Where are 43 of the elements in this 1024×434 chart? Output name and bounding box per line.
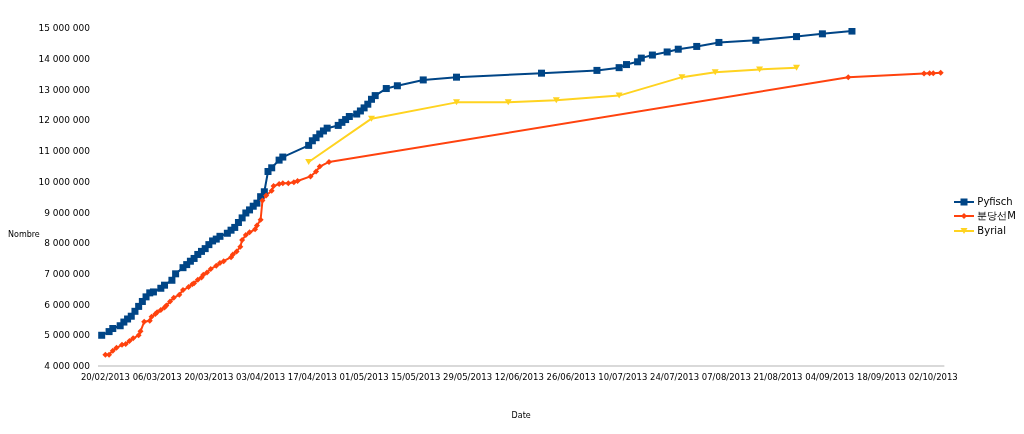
x-tick-label: 18/09/2013 bbox=[857, 372, 907, 383]
x-axis-title: Date bbox=[511, 411, 531, 420]
x-tick-label: 15/05/2013 bbox=[391, 372, 441, 383]
x-tick-label: 03/04/2013 bbox=[236, 372, 286, 383]
x-tick-label: 06/03/2013 bbox=[132, 372, 182, 383]
y-tick-label: 10 000 000 bbox=[38, 176, 91, 187]
x-tick-label: 21/08/2013 bbox=[753, 372, 803, 383]
x-tick-label: 01/05/2013 bbox=[339, 372, 389, 383]
y-tick-label: 12 000 000 bbox=[38, 115, 91, 126]
point bbox=[711, 69, 719, 76]
y-tick-label: 11 000 000 bbox=[38, 146, 91, 157]
x-tick-label: 12/06/2013 bbox=[494, 372, 544, 383]
y-tick-label: 13 000 000 bbox=[38, 84, 91, 95]
point bbox=[793, 64, 801, 71]
x-tick-label: 20/03/2013 bbox=[184, 372, 234, 383]
legend-label: 분당선M bbox=[977, 209, 1016, 223]
x-tick-label: 29/05/2013 bbox=[443, 372, 493, 383]
point bbox=[756, 66, 764, 73]
point bbox=[678, 74, 686, 81]
x-tick-label: 07/08/2013 bbox=[701, 372, 751, 383]
x-tick-label: 10/07/2013 bbox=[598, 372, 648, 383]
x-tick-label: 04/09/2013 bbox=[805, 372, 855, 383]
y-tick-label: 4 000 000 bbox=[44, 361, 91, 372]
y-tick-label: 7 000 000 bbox=[44, 269, 91, 280]
point bbox=[305, 158, 313, 165]
x-tick-label: 02/10/2013 bbox=[908, 372, 958, 383]
y-tick-label: 9 000 000 bbox=[44, 207, 91, 218]
y-tick-label: 14 000 000 bbox=[38, 53, 91, 64]
y-tick-label: 6 000 000 bbox=[44, 299, 91, 310]
y-tick-label: 8 000 000 bbox=[44, 238, 91, 249]
point bbox=[504, 99, 512, 106]
x-tick-label: 24/07/2013 bbox=[650, 372, 700, 383]
y-tick-label: 5 000 000 bbox=[44, 330, 91, 341]
x-tick-label: 17/04/2013 bbox=[287, 372, 337, 383]
point bbox=[453, 99, 460, 106]
y-axis-title: Nombre bbox=[8, 230, 40, 239]
legend-label: Pyfisch bbox=[977, 196, 1013, 207]
x-tick-label: 20/02/2013 bbox=[80, 372, 130, 383]
y-tick-label: 15 000 000 bbox=[38, 23, 91, 34]
x-tick-label: 26/06/2013 bbox=[546, 372, 596, 383]
legend-label: Byrial bbox=[977, 225, 1006, 236]
point bbox=[552, 97, 560, 104]
point bbox=[368, 115, 375, 122]
